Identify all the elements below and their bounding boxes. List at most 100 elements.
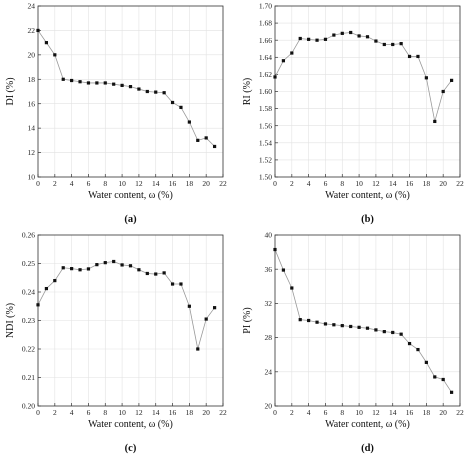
data-point xyxy=(145,271,149,276)
panel-label-a: (a) xyxy=(124,214,137,225)
chart-panel-a: 0 2 4 6 8 10 12 14 16 18 20 22 10 12 14 16 18 20 22 24 Water… xyxy=(0,0,237,229)
x-tick-label: 6 xyxy=(324,408,328,417)
y-tick-label: 24 xyxy=(28,2,36,11)
x-tick-label: 18 xyxy=(186,408,194,417)
data-point xyxy=(416,347,420,352)
data-point xyxy=(382,330,386,334)
data-point xyxy=(179,105,183,109)
x-tick-label: 10 xyxy=(355,179,363,188)
data-point xyxy=(407,54,412,59)
data-point xyxy=(391,42,395,47)
data-point xyxy=(187,120,191,124)
data-point xyxy=(290,51,294,55)
x-tick-label: 2 xyxy=(290,179,294,188)
data-point xyxy=(449,78,454,82)
x-tick-label: 4 xyxy=(307,408,311,417)
panel-label-c: (c) xyxy=(125,443,137,454)
data-point xyxy=(70,267,74,271)
y-tick-label: 1.58 xyxy=(259,104,272,113)
x-tick-label: 10 xyxy=(118,179,126,188)
data-point xyxy=(170,282,175,286)
y-tick-label: 1.70 xyxy=(259,2,272,11)
x-tick-label: 12 xyxy=(135,179,143,188)
plot-frame-d xyxy=(274,234,461,407)
y-tick-label: 28 xyxy=(265,333,273,342)
y-axis-label-c: NDI (%) xyxy=(5,303,16,338)
data-point xyxy=(424,360,428,364)
data-point xyxy=(162,91,166,95)
data-point xyxy=(78,268,82,272)
data-point xyxy=(298,36,302,41)
y-tick-label: 0.23 xyxy=(22,316,35,325)
data-point xyxy=(120,263,124,267)
data-point xyxy=(391,330,395,335)
x-tick-label: 16 xyxy=(406,408,414,417)
data-point xyxy=(36,303,40,307)
x-tick-label: 8 xyxy=(340,408,344,417)
y-tick-label: 32 xyxy=(265,299,273,308)
series-line-b xyxy=(274,32,452,122)
data-point xyxy=(365,35,370,39)
data-point xyxy=(212,144,217,149)
x-tick-label: 14 xyxy=(152,408,160,417)
data-point xyxy=(61,266,65,270)
x-tick-label: 20 xyxy=(439,408,447,417)
y-tick-label: 1.54 xyxy=(259,138,272,147)
x-tick-label: 12 xyxy=(372,408,380,417)
data-point xyxy=(86,267,91,271)
x-tick-label: 20 xyxy=(439,179,447,188)
x-tick-label: 2 xyxy=(290,408,294,417)
data-point xyxy=(137,87,141,91)
x-tick-label: 22 xyxy=(219,179,227,188)
data-point xyxy=(128,85,133,89)
data-point xyxy=(399,332,403,336)
y-axis-label-a: DI (%) xyxy=(5,77,16,105)
x-tick-label: 18 xyxy=(186,179,194,188)
x-tick-label: 20 xyxy=(202,408,210,417)
y-tick-label: 0.22 xyxy=(22,345,35,354)
x-axis-label-d: Water content, ω (%) xyxy=(325,419,410,430)
chart-a-svg: 0 2 4 6 8 10 12 14 16 18 20 221012141618202224Water… xyxy=(5,2,227,225)
data-point xyxy=(399,42,403,46)
data-point xyxy=(315,38,319,42)
data-point xyxy=(382,42,386,47)
y-axis-label-b: RI (%) xyxy=(242,78,253,106)
data-point xyxy=(162,271,166,275)
data-point xyxy=(78,80,82,84)
y-tick-label: 20 xyxy=(265,402,273,411)
data-point xyxy=(298,318,302,322)
y-axis-label-d: PI (%) xyxy=(242,307,253,333)
data-point xyxy=(204,317,208,321)
data-point xyxy=(357,325,361,329)
y-tick-label: 1.66 xyxy=(259,36,272,45)
data-point xyxy=(137,268,141,272)
data-point xyxy=(433,375,437,379)
x-tick-label: 0 xyxy=(273,408,277,417)
x-tick-label: 4 xyxy=(70,408,74,417)
data-point xyxy=(290,286,294,290)
x-tick-label: 6 xyxy=(87,179,91,188)
data-point xyxy=(273,75,277,79)
chart-panel-d: 0 2 4 6 8 10 12 14 16 18 20 22 20 24 28 32 36 40 Water con… xyxy=(237,229,474,458)
x-tick-label: 12 xyxy=(372,179,380,188)
data-point xyxy=(95,81,99,85)
x-tick-label: 4 xyxy=(307,179,311,188)
x-tick-label: 8 xyxy=(340,179,344,188)
data-point xyxy=(441,377,445,382)
x-tick-label: 10 xyxy=(118,408,126,417)
x-tick-label: 8 xyxy=(103,408,107,417)
data-point xyxy=(95,263,99,267)
data-point xyxy=(281,59,286,63)
data-point xyxy=(365,326,370,330)
data-point xyxy=(349,324,353,329)
y-tick-label: 0.25 xyxy=(22,259,35,268)
plot-frame-a xyxy=(37,5,224,178)
data-point xyxy=(332,33,336,37)
x-tick-label: 6 xyxy=(324,179,328,188)
grid-b xyxy=(274,5,461,178)
x-tick-label: 12 xyxy=(135,408,143,417)
data-point xyxy=(315,320,319,324)
y-tick-label: 1.68 xyxy=(259,19,272,28)
panel-label-b: (b) xyxy=(361,214,374,225)
